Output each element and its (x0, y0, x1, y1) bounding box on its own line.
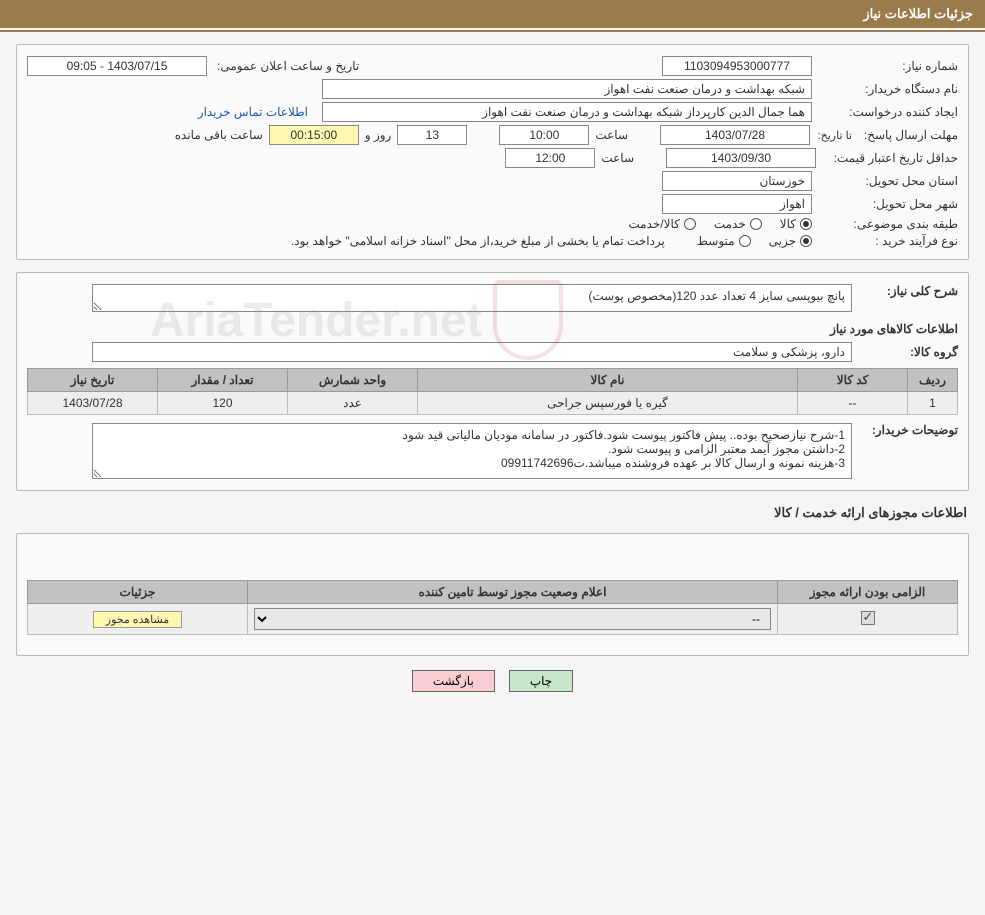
radio-service[interactable]: خدمت (714, 217, 762, 231)
validity-hour-field: 12:00 (505, 148, 595, 168)
td-name: گیره یا فورسپس جراحی (418, 392, 798, 415)
td-code: -- (798, 392, 908, 415)
td-status: -- (248, 604, 778, 635)
need-info-section: شماره نیاز: 1103094953000777 تاریخ و ساع… (16, 44, 969, 260)
province-label: استان محل تحویل: (818, 174, 958, 188)
permits-table: الزامی بودن ارائه مجوز اعلام وصعیت مجوز … (27, 580, 958, 635)
radio-goods-service[interactable]: کالا/خدمت (628, 217, 695, 231)
need-details-section: شرح کلی نیاز: پانچ بیوپسی سایز 4 تعداد ع… (16, 272, 969, 491)
action-buttons-row: چاپ بازگشت (0, 670, 985, 692)
back-button[interactable]: بازگشت (412, 670, 495, 692)
table-row: -- مشاهده مجوز (28, 604, 958, 635)
radio-dot-icon (739, 235, 751, 247)
table-header-row: الزامی بودن ارائه مجوز اعلام وصعیت مجوز … (28, 581, 958, 604)
status-select[interactable]: -- (254, 608, 771, 630)
th-idx: ردیف (908, 369, 958, 392)
hour-label-2: ساعت (601, 151, 634, 165)
td-mandatory (778, 604, 958, 635)
print-button[interactable]: چاپ (509, 670, 573, 692)
goods-table: ردیف کد کالا نام کالا واحد شمارش تعداد /… (27, 368, 958, 415)
validity-label: حداقل تاریخ اعتبار قیمت: (822, 151, 958, 165)
td-idx: 1 (908, 392, 958, 415)
category-label: طبقه بندی موضوعی: (818, 217, 958, 231)
table-row: 1 -- گیره یا فورسپس جراحی عدد 120 1403/0… (28, 392, 958, 415)
th-name: نام کالا (418, 369, 798, 392)
buyer-notes-textarea[interactable]: 1-شرح نیازصحیح بوده.. پیش فاکتور پیوست ش… (92, 423, 852, 479)
deadline-date-field: 1403/07/28 (660, 125, 810, 145)
need-number-label: شماره نیاز: (818, 59, 958, 73)
radio-dot-icon (800, 218, 812, 230)
overall-need-textarea[interactable]: پانچ بیوپسی سایز 4 تعداد عدد 120(مخصوص پ… (92, 284, 852, 312)
header-divider (0, 30, 985, 32)
buyer-notes-label: توضیحات خریدار: (858, 423, 958, 437)
city-field: اهواز (662, 194, 812, 214)
overall-need-label: شرح کلی نیاز: (858, 284, 958, 298)
td-details: مشاهده مجوز (28, 604, 248, 635)
td-date: 1403/07/28 (28, 392, 158, 415)
until-label: تا تاریخ: (816, 129, 852, 142)
radio-medium[interactable]: متوسط (697, 234, 751, 248)
days-label: روز و (365, 128, 392, 142)
province-field: خوزستان (662, 171, 812, 191)
deadline-label: مهلت ارسال پاسخ: (858, 128, 958, 142)
radio-dot-icon (800, 235, 812, 247)
purchase-type-label: نوع فرآیند خرید : (818, 234, 958, 248)
radio-dot-icon (750, 218, 762, 230)
goods-group-field: دارو، پزشکی و سلامت (92, 342, 852, 362)
validity-date-field: 1403/09/30 (666, 148, 816, 168)
page-title-bar: جزئیات اطلاعات نیاز (0, 0, 985, 28)
remaining-label: ساعت باقی مانده (175, 128, 263, 142)
table-header-row: ردیف کد کالا نام کالا واحد شمارش تعداد /… (28, 369, 958, 392)
need-number-field: 1103094953000777 (662, 56, 812, 76)
radio-dot-icon (684, 218, 696, 230)
permits-section: الزامی بودن ارائه مجوز اعلام وصعیت مجوز … (16, 533, 969, 656)
announce-label: تاریخ و ساعت اعلان عمومی: (213, 59, 359, 73)
goods-info-title: اطلاعات کالاهای مورد نیاز (27, 322, 958, 336)
th-code: کد کالا (798, 369, 908, 392)
page-title: جزئیات اطلاعات نیاز (863, 6, 973, 21)
td-unit: عدد (288, 392, 418, 415)
goods-group-label: گروه کالا: (858, 345, 958, 359)
th-unit: واحد شمارش (288, 369, 418, 392)
days-field: 13 (397, 125, 467, 145)
view-permit-button[interactable]: مشاهده مجوز (93, 611, 182, 628)
td-qty: 120 (158, 392, 288, 415)
hour-label-1: ساعت (595, 128, 628, 142)
announce-field: 1403/07/15 - 09:05 (27, 56, 207, 76)
mandatory-checkbox[interactable] (861, 611, 875, 625)
permits-section-title: اطلاعات مجوزهای ارائه خدمت / کالا (0, 505, 967, 521)
remaining-time-field: 00:15:00 (269, 125, 359, 145)
requester-label: ایجاد کننده درخواست: (818, 105, 958, 119)
payment-note: پرداخت تمام یا بخشی از مبلغ خرید،از محل … (291, 234, 665, 248)
buyer-org-field: شبکه بهداشت و درمان صنعت نفت اهواز (322, 79, 812, 99)
th-status: اعلام وصعیت مجوز توسط تامین کننده (248, 581, 778, 604)
buyer-contact-link[interactable]: اطلاعات تماس خریدار (198, 105, 308, 119)
th-date: تاریخ نیاز (28, 369, 158, 392)
radio-goods[interactable]: کالا (780, 217, 812, 231)
radio-minor[interactable]: جزیی (769, 234, 812, 248)
purchase-type-radio-group: جزیی متوسط (697, 234, 812, 248)
th-mandatory: الزامی بودن ارائه مجوز (778, 581, 958, 604)
buyer-org-label: نام دستگاه خریدار: (818, 82, 958, 96)
category-radio-group: کالا خدمت کالا/خدمت (628, 217, 812, 231)
th-qty: تعداد / مقدار (158, 369, 288, 392)
city-label: شهر محل تحویل: (818, 197, 958, 211)
deadline-hour-field: 10:00 (499, 125, 589, 145)
requester-field: هما جمال الدین کارپرداز شبکه بهداشت و در… (322, 102, 812, 122)
th-details: جزئیات (28, 581, 248, 604)
